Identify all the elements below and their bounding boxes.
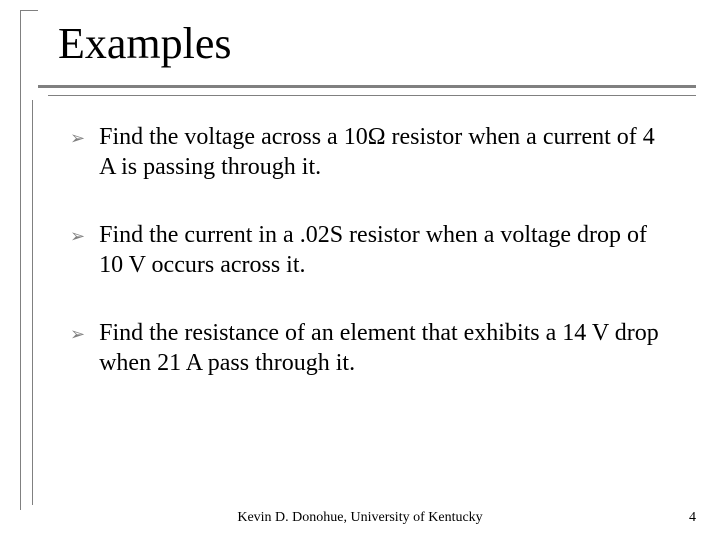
slide-body: ➢ Find the voltage across a 10Ω resistor… [70,122,670,416]
decor-top-line-thick [38,85,696,88]
decor-left-line-inner [32,100,33,505]
page-number: 4 [689,510,696,526]
decor-top-line-thin [48,95,696,96]
slide-footer: Kevin D. Donohue, University of Kentucky [0,510,720,526]
decor-left-line-outer [20,10,21,510]
decor-notch [20,10,38,11]
bullet-item: ➢ Find the voltage across a 10Ω resistor… [70,122,670,182]
bullet-item: ➢ Find the current in a .02S resistor wh… [70,220,670,280]
bullet-text: Find the resistance of an element that e… [99,318,670,378]
slide-title: Examples [58,18,232,69]
bullet-item: ➢ Find the resistance of an element that… [70,318,670,378]
chevron-right-icon: ➢ [70,323,85,346]
chevron-right-icon: ➢ [70,127,85,150]
slide: Examples ➢ Find the voltage across a 10Ω… [0,0,720,540]
bullet-text: Find the current in a .02S resistor when… [99,220,670,280]
bullet-text: Find the voltage across a 10Ω resistor w… [99,122,670,182]
chevron-right-icon: ➢ [70,225,85,248]
